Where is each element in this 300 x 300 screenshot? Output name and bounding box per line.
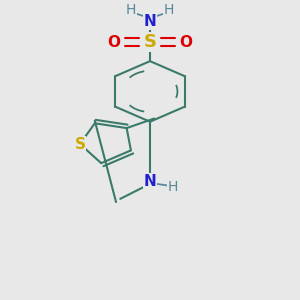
Text: H: H bbox=[167, 180, 178, 194]
Text: O: O bbox=[107, 34, 120, 50]
Text: N: N bbox=[144, 174, 156, 189]
Text: S: S bbox=[143, 33, 157, 51]
Text: H: H bbox=[164, 3, 174, 17]
Text: S: S bbox=[74, 136, 86, 152]
Text: H: H bbox=[126, 3, 136, 17]
Text: O: O bbox=[180, 34, 193, 50]
Text: N: N bbox=[144, 14, 156, 29]
